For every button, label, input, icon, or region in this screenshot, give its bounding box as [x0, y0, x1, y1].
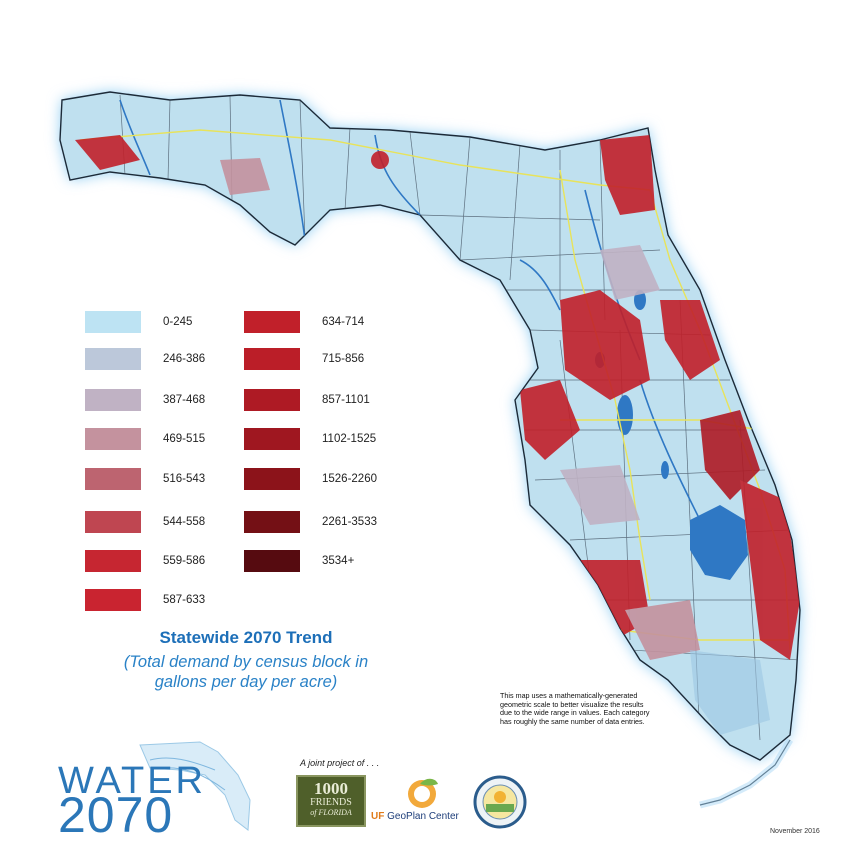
legend-label: 0-245 — [163, 316, 193, 328]
legend-swatch — [85, 550, 141, 572]
legend-swatch — [85, 348, 141, 370]
legend-item: 246-386 — [85, 348, 205, 370]
subtitle-line: gallons per day per acre) — [154, 673, 338, 691]
note-line: due to the wide range in values. Each ca… — [500, 708, 650, 718]
legend-label: 715-856 — [322, 353, 365, 365]
geoplan-logo-graphic — [408, 778, 438, 808]
map-subtitle: (Total demand by census block in gallons… — [96, 652, 396, 692]
legend-item: 387-468 — [85, 389, 205, 411]
legend-swatch — [85, 468, 141, 490]
legend-item: 1102-1525 — [244, 428, 376, 450]
kfof-friends: FRIENDS — [310, 797, 352, 808]
legend-label: 544-558 — [163, 516, 206, 528]
legend-item: 544-558 — [85, 511, 205, 533]
geoplan-text: GeoPlan Center — [387, 811, 459, 822]
legend-label: 246-386 — [163, 353, 206, 365]
legend-item: 1526-2260 — [244, 468, 377, 490]
subtitle-line: (Total demand by census block in — [123, 653, 369, 671]
legend-label: 516-543 — [163, 473, 206, 485]
legend-swatch — [85, 589, 141, 611]
legend-swatch — [244, 311, 300, 333]
note-line: has roughly the same number of data entr… — [500, 716, 645, 726]
joint-project-text: A joint project of . . . — [300, 758, 380, 768]
legend-label: 587-633 — [163, 594, 206, 606]
legend-label: 3534+ — [322, 555, 355, 567]
legend-swatch — [85, 511, 141, 533]
uf-mark: UF — [371, 811, 385, 822]
friends-of-florida-logo: 1000 FRIENDS of FLORIDA — [296, 775, 366, 827]
legend-swatch — [244, 348, 300, 370]
methodology-note: This map uses a mathematically-generated… — [500, 691, 710, 726]
note-line: This map uses a mathematically-generated — [500, 691, 638, 700]
agency-seal — [473, 775, 527, 829]
legend-item: 857-1101 — [244, 389, 370, 411]
legend-swatch — [85, 428, 141, 450]
legend-label: 634-714 — [322, 316, 365, 328]
legend-label: 2261-3533 — [322, 516, 377, 528]
legend-label: 559-586 — [163, 555, 206, 567]
legend-item: 469-515 — [85, 428, 205, 450]
demand-areas — [75, 135, 800, 660]
legend-label: 469-515 — [163, 433, 206, 445]
water-logo-word: WATER — [58, 760, 206, 802]
legend-item: 516-543 — [85, 468, 205, 490]
legend-swatch — [244, 428, 300, 450]
uf-geoplan-logo: UF GeoPlan Center — [371, 811, 459, 822]
map-title: Statewide 2070 Trend — [159, 628, 333, 647]
legend-item: 3534+ — [244, 550, 354, 572]
map-date: November 2016 — [770, 828, 820, 835]
legend-swatch — [244, 511, 300, 533]
legend-swatch — [85, 389, 141, 411]
kfof-florida: of FLORIDA — [310, 808, 352, 817]
legend-swatch — [244, 389, 300, 411]
legend-swatch — [244, 468, 300, 490]
legend-label: 1526-2260 — [322, 473, 377, 485]
legend-item: 715-856 — [244, 348, 364, 370]
legend-label: 857-1101 — [322, 394, 370, 406]
legend-item: 587-633 — [85, 589, 205, 611]
legend-item: 0-245 — [85, 311, 192, 333]
legend-label: 387-468 — [163, 394, 206, 406]
water-2070-logo-graphic — [139, 741, 251, 831]
water-logo-year: 2070 — [58, 787, 174, 843]
legend-label: 1102-1525 — [322, 433, 377, 445]
note-line: geometric scale to better visualize the … — [500, 699, 644, 709]
legend-item: 2261-3533 — [244, 511, 377, 533]
kfof-number: 1000 — [314, 779, 348, 798]
legend-swatch — [85, 311, 141, 333]
legend-swatch — [244, 550, 300, 572]
legend-item: 559-586 — [85, 550, 205, 572]
legend-item: 634-714 — [244, 311, 364, 333]
everglades — [690, 650, 770, 735]
